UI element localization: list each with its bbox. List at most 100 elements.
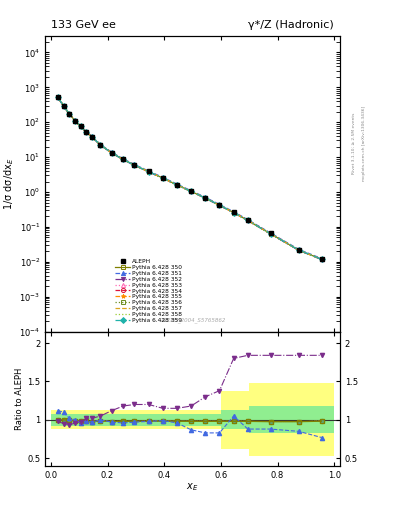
Pythia 6.428 357 (55, 94, 60, 100)
Line: Pythia 6.428 356: Pythia 6.428 356 (56, 95, 323, 261)
Pythia 6.428 357 (67, 111, 72, 117)
Pythia 6.428 353 (189, 188, 193, 195)
Pythia 6.428 352 (296, 247, 301, 253)
ALEPH (67, 111, 72, 117)
Pythia 6.428 350 (78, 123, 83, 130)
Pythia 6.428 355 (132, 162, 137, 168)
Pythia 6.428 350 (319, 256, 324, 262)
Pythia 6.428 355 (174, 182, 179, 188)
ALEPH (61, 103, 66, 109)
Pythia 6.428 356 (84, 129, 89, 135)
Pythia 6.428 351 (121, 156, 125, 162)
Pythia 6.428 353 (98, 142, 103, 148)
Pythia 6.428 355 (296, 247, 301, 253)
Pythia 6.428 355 (217, 202, 222, 208)
Pythia 6.428 350 (268, 231, 273, 237)
Pythia 6.428 354 (78, 123, 83, 130)
Pythia 6.428 354 (109, 150, 114, 156)
Pythia 6.428 351 (90, 133, 94, 139)
Pythia 6.428 354 (296, 247, 301, 253)
Pythia 6.428 350 (61, 103, 66, 109)
Pythia 6.428 353 (203, 195, 208, 201)
Pythia 6.428 352 (121, 157, 125, 163)
Pythia 6.428 357 (217, 202, 222, 208)
Pythia 6.428 352 (217, 202, 222, 208)
Pythia 6.428 354 (121, 157, 125, 163)
Pythia 6.428 350 (296, 247, 301, 253)
Pythia 6.428 359 (246, 218, 250, 224)
ALEPH (98, 142, 103, 148)
Pythia 6.428 354 (55, 94, 60, 100)
Pythia 6.428 359 (90, 134, 94, 140)
Pythia 6.428 357 (73, 118, 77, 124)
Text: γ*/Z (Hadronic): γ*/Z (Hadronic) (248, 20, 334, 30)
Pythia 6.428 359 (78, 123, 83, 130)
Pythia 6.428 356 (203, 195, 208, 201)
Pythia 6.428 352 (67, 111, 72, 117)
Pythia 6.428 350 (189, 188, 193, 195)
Pythia 6.428 352 (90, 134, 94, 140)
ALEPH (268, 230, 273, 237)
Pythia 6.428 354 (203, 195, 208, 201)
Pythia 6.428 357 (84, 129, 89, 135)
Pythia 6.428 358 (73, 118, 77, 124)
Pythia 6.428 357 (174, 182, 179, 188)
Pythia 6.428 354 (61, 103, 66, 109)
Pythia 6.428 355 (67, 111, 72, 117)
Pythia 6.428 351 (132, 161, 137, 167)
Pythia 6.428 352 (174, 182, 179, 188)
Pythia 6.428 350 (146, 168, 151, 175)
Pythia 6.428 353 (246, 218, 250, 224)
Pythia 6.428 356 (146, 168, 151, 175)
Pythia 6.428 357 (189, 188, 193, 195)
Pythia 6.428 356 (296, 247, 301, 253)
Pythia 6.428 350 (246, 218, 250, 224)
Pythia 6.428 353 (217, 202, 222, 208)
Pythia 6.428 357 (90, 134, 94, 140)
Pythia 6.428 352 (189, 188, 193, 195)
ALEPH (84, 129, 89, 135)
Pythia 6.428 351 (268, 230, 273, 236)
Pythia 6.428 356 (132, 162, 137, 168)
Y-axis label: 1/σ dσ/dx$_E$: 1/σ dσ/dx$_E$ (3, 157, 17, 210)
Pythia 6.428 355 (84, 129, 89, 135)
Pythia 6.428 355 (90, 134, 94, 140)
Pythia 6.428 351 (217, 201, 222, 207)
Pythia 6.428 350 (55, 94, 60, 100)
Pythia 6.428 356 (268, 231, 273, 237)
Text: Rivet 3.1.10; ≥ 2.5M events: Rivet 3.1.10; ≥ 2.5M events (352, 113, 356, 174)
Pythia 6.428 351 (296, 246, 301, 252)
Pythia 6.428 351 (55, 94, 60, 100)
Pythia 6.428 350 (84, 129, 89, 135)
Line: Pythia 6.428 355: Pythia 6.428 355 (56, 95, 323, 261)
ALEPH (217, 202, 222, 208)
Pythia 6.428 354 (132, 162, 137, 168)
Pythia 6.428 356 (246, 218, 250, 224)
Pythia 6.428 356 (174, 182, 179, 188)
Pythia 6.428 354 (90, 134, 94, 140)
Pythia 6.428 352 (84, 129, 89, 135)
Pythia 6.428 352 (268, 231, 273, 237)
Pythia 6.428 353 (109, 150, 114, 156)
Pythia 6.428 354 (67, 111, 72, 117)
Pythia 6.428 358 (121, 157, 125, 163)
ALEPH (132, 162, 137, 168)
Line: Pythia 6.428 351: Pythia 6.428 351 (56, 95, 323, 261)
Pythia 6.428 356 (231, 209, 236, 216)
Pythia 6.428 351 (98, 141, 103, 147)
Text: ALEPH_2004_S5765862: ALEPH_2004_S5765862 (160, 317, 225, 323)
Pythia 6.428 350 (203, 195, 208, 201)
Pythia 6.428 357 (246, 218, 250, 224)
Pythia 6.428 357 (203, 195, 208, 201)
Pythia 6.428 353 (67, 111, 72, 117)
Pythia 6.428 351 (231, 209, 236, 215)
Pythia 6.428 353 (55, 94, 60, 100)
Legend: ALEPH, Pythia 6.428 350, Pythia 6.428 351, Pythia 6.428 352, Pythia 6.428 353, P: ALEPH, Pythia 6.428 350, Pythia 6.428 35… (113, 257, 185, 326)
Text: mcplots.cern.ch [arXiv:1306.3436]: mcplots.cern.ch [arXiv:1306.3436] (362, 106, 365, 181)
Pythia 6.428 356 (319, 256, 324, 262)
X-axis label: $x_E$: $x_E$ (186, 481, 199, 493)
Pythia 6.428 352 (78, 123, 83, 130)
Pythia 6.428 355 (160, 175, 165, 181)
Pythia 6.428 353 (73, 118, 77, 124)
Pythia 6.428 355 (189, 188, 193, 195)
